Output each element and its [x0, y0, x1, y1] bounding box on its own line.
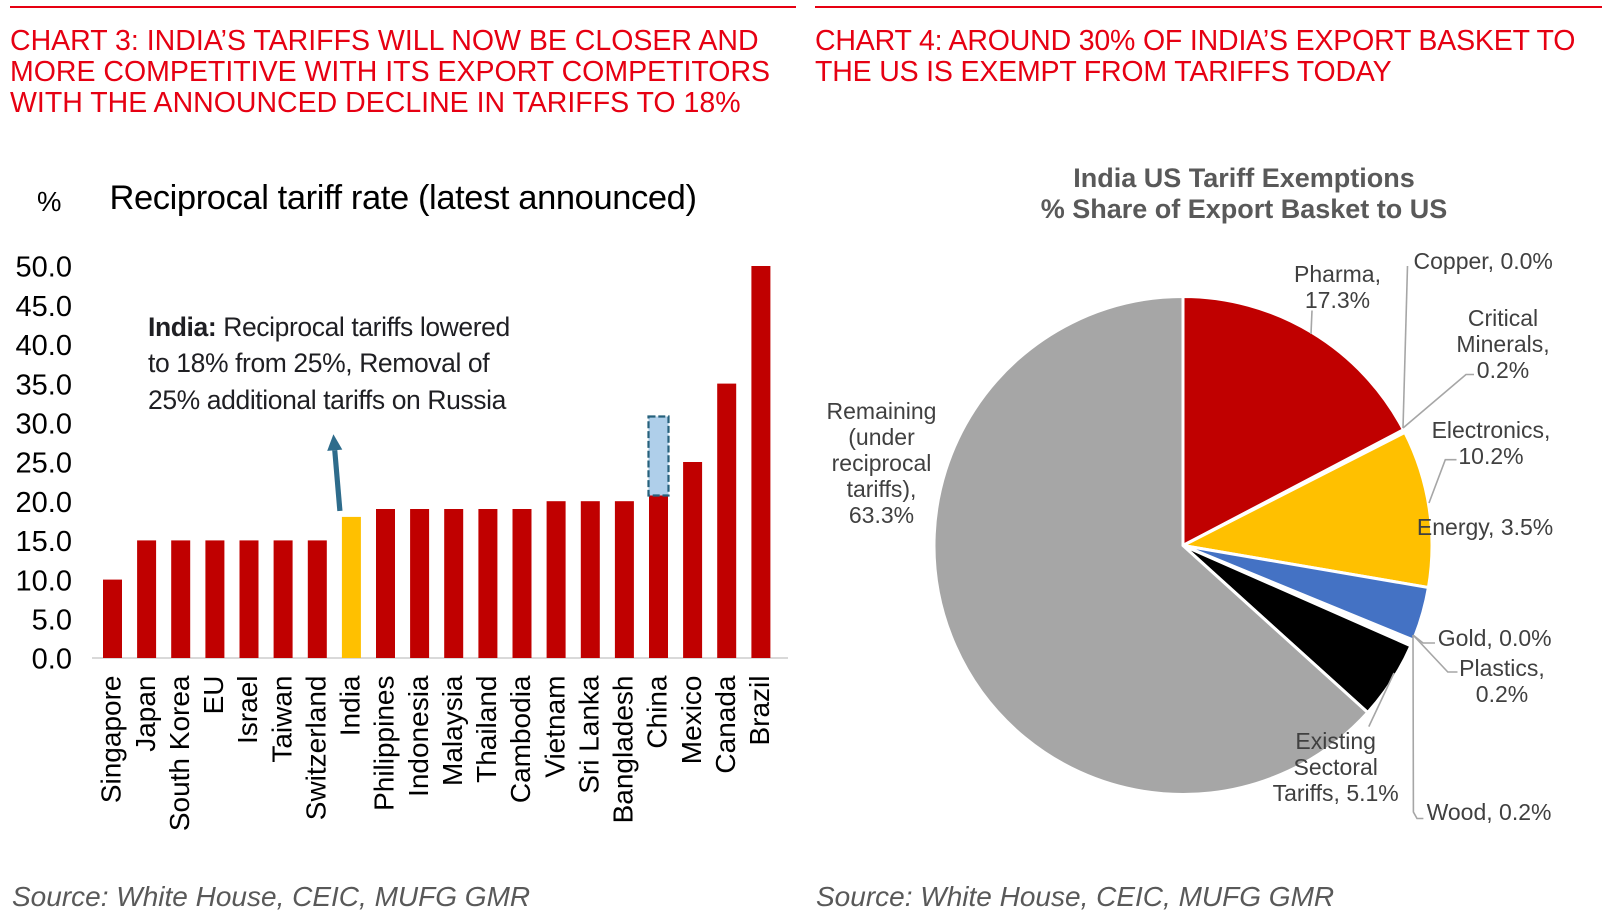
svg-text:China: China	[642, 675, 673, 749]
svg-text:Thailand: Thailand	[471, 676, 502, 783]
svg-text:EU: EU	[198, 676, 229, 715]
svg-text:Philippines: Philippines	[369, 676, 400, 811]
svg-text:10.0: 10.0	[16, 565, 72, 597]
svg-text:Brazil: Brazil	[744, 676, 775, 746]
svg-text:Vietnam: Vietnam	[539, 676, 570, 778]
svg-text:50.0: 50.0	[16, 252, 72, 284]
svg-text:35.0: 35.0	[16, 369, 72, 401]
svg-text:45.0: 45.0	[16, 291, 72, 323]
svg-text:Bangladesh: Bangladesh	[608, 676, 639, 824]
svg-text:Japan: Japan	[130, 676, 161, 752]
svg-text:Taiwan: Taiwan	[266, 676, 297, 763]
svg-text:Canada: Canada	[710, 675, 741, 774]
svg-text:South Korea: South Korea	[164, 675, 195, 831]
svg-text:Singapore: Singapore	[96, 676, 127, 804]
svg-text:Sri Lanka: Sri Lanka	[574, 675, 605, 794]
svg-text:Malaysia: Malaysia	[437, 675, 468, 786]
svg-text:Israel: Israel	[232, 676, 263, 744]
svg-text:Indonesia: Indonesia	[403, 675, 434, 797]
svg-text:Switzerland: Switzerland	[300, 676, 331, 821]
svg-text:Cambodia: Cambodia	[505, 675, 536, 803]
svg-text:0.0: 0.0	[32, 644, 72, 676]
svg-text:30.0: 30.0	[16, 409, 72, 441]
svg-text:5.0: 5.0	[32, 605, 72, 637]
svg-text:25.0: 25.0	[16, 448, 72, 480]
svg-text:40.0: 40.0	[16, 330, 72, 362]
svg-text:Mexico: Mexico	[676, 676, 707, 765]
svg-text:15.0: 15.0	[16, 526, 72, 558]
svg-text:India: India	[335, 675, 366, 736]
svg-text:20.0: 20.0	[16, 487, 72, 519]
